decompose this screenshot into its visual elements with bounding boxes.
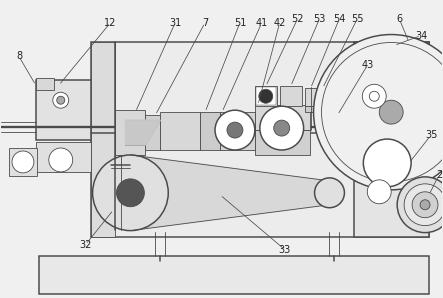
Bar bbox=[200, 112, 220, 150]
Bar bbox=[305, 88, 317, 106]
Bar bbox=[91, 43, 429, 237]
Text: 35: 35 bbox=[425, 130, 437, 140]
Circle shape bbox=[49, 148, 73, 172]
Text: 31: 31 bbox=[169, 18, 181, 28]
Text: 12: 12 bbox=[105, 18, 117, 28]
Circle shape bbox=[412, 192, 438, 218]
Bar bbox=[318, 88, 327, 106]
Circle shape bbox=[215, 110, 255, 150]
Bar bbox=[220, 112, 255, 150]
Text: 8: 8 bbox=[16, 52, 22, 61]
Circle shape bbox=[12, 151, 34, 173]
Bar bbox=[145, 115, 160, 150]
Bar bbox=[354, 43, 429, 237]
Polygon shape bbox=[130, 155, 330, 231]
Bar bbox=[9, 148, 37, 176]
Circle shape bbox=[314, 35, 443, 190]
Circle shape bbox=[397, 177, 443, 233]
Text: 6: 6 bbox=[396, 14, 402, 24]
Circle shape bbox=[404, 184, 443, 226]
Bar bbox=[280, 86, 302, 106]
Bar bbox=[305, 106, 317, 112]
Bar bbox=[36, 80, 91, 140]
Circle shape bbox=[318, 91, 327, 101]
Circle shape bbox=[259, 89, 273, 103]
Text: 55: 55 bbox=[351, 14, 364, 24]
Text: 51: 51 bbox=[234, 18, 246, 28]
Bar bbox=[39, 257, 429, 294]
Circle shape bbox=[315, 178, 344, 208]
Bar bbox=[255, 130, 310, 155]
Circle shape bbox=[274, 120, 290, 136]
Text: 32: 32 bbox=[79, 240, 92, 249]
Circle shape bbox=[53, 92, 69, 108]
Circle shape bbox=[363, 139, 411, 187]
Bar bbox=[160, 112, 200, 150]
Circle shape bbox=[369, 91, 379, 101]
Circle shape bbox=[420, 200, 430, 210]
Text: 52: 52 bbox=[291, 14, 304, 24]
Polygon shape bbox=[125, 120, 160, 145]
Bar bbox=[91, 43, 116, 237]
Circle shape bbox=[117, 179, 144, 207]
Circle shape bbox=[93, 155, 168, 231]
Text: 54: 54 bbox=[333, 14, 346, 24]
Circle shape bbox=[227, 122, 243, 138]
Circle shape bbox=[367, 180, 391, 204]
Text: 41: 41 bbox=[256, 18, 268, 28]
Text: 43: 43 bbox=[361, 60, 373, 70]
Bar bbox=[116, 110, 145, 155]
Text: 7: 7 bbox=[202, 18, 208, 28]
Text: 33: 33 bbox=[279, 245, 291, 254]
Text: 53: 53 bbox=[313, 14, 326, 24]
Circle shape bbox=[362, 84, 386, 108]
Text: 2: 2 bbox=[436, 170, 442, 180]
Circle shape bbox=[379, 100, 403, 124]
Bar bbox=[36, 142, 91, 172]
Text: 42: 42 bbox=[273, 18, 286, 28]
Circle shape bbox=[57, 96, 65, 104]
Bar bbox=[256, 87, 276, 105]
Circle shape bbox=[260, 106, 303, 150]
Bar bbox=[36, 78, 54, 90]
Bar bbox=[331, 110, 343, 150]
Bar bbox=[255, 86, 277, 106]
Bar bbox=[255, 105, 310, 130]
Text: 34: 34 bbox=[415, 30, 427, 41]
